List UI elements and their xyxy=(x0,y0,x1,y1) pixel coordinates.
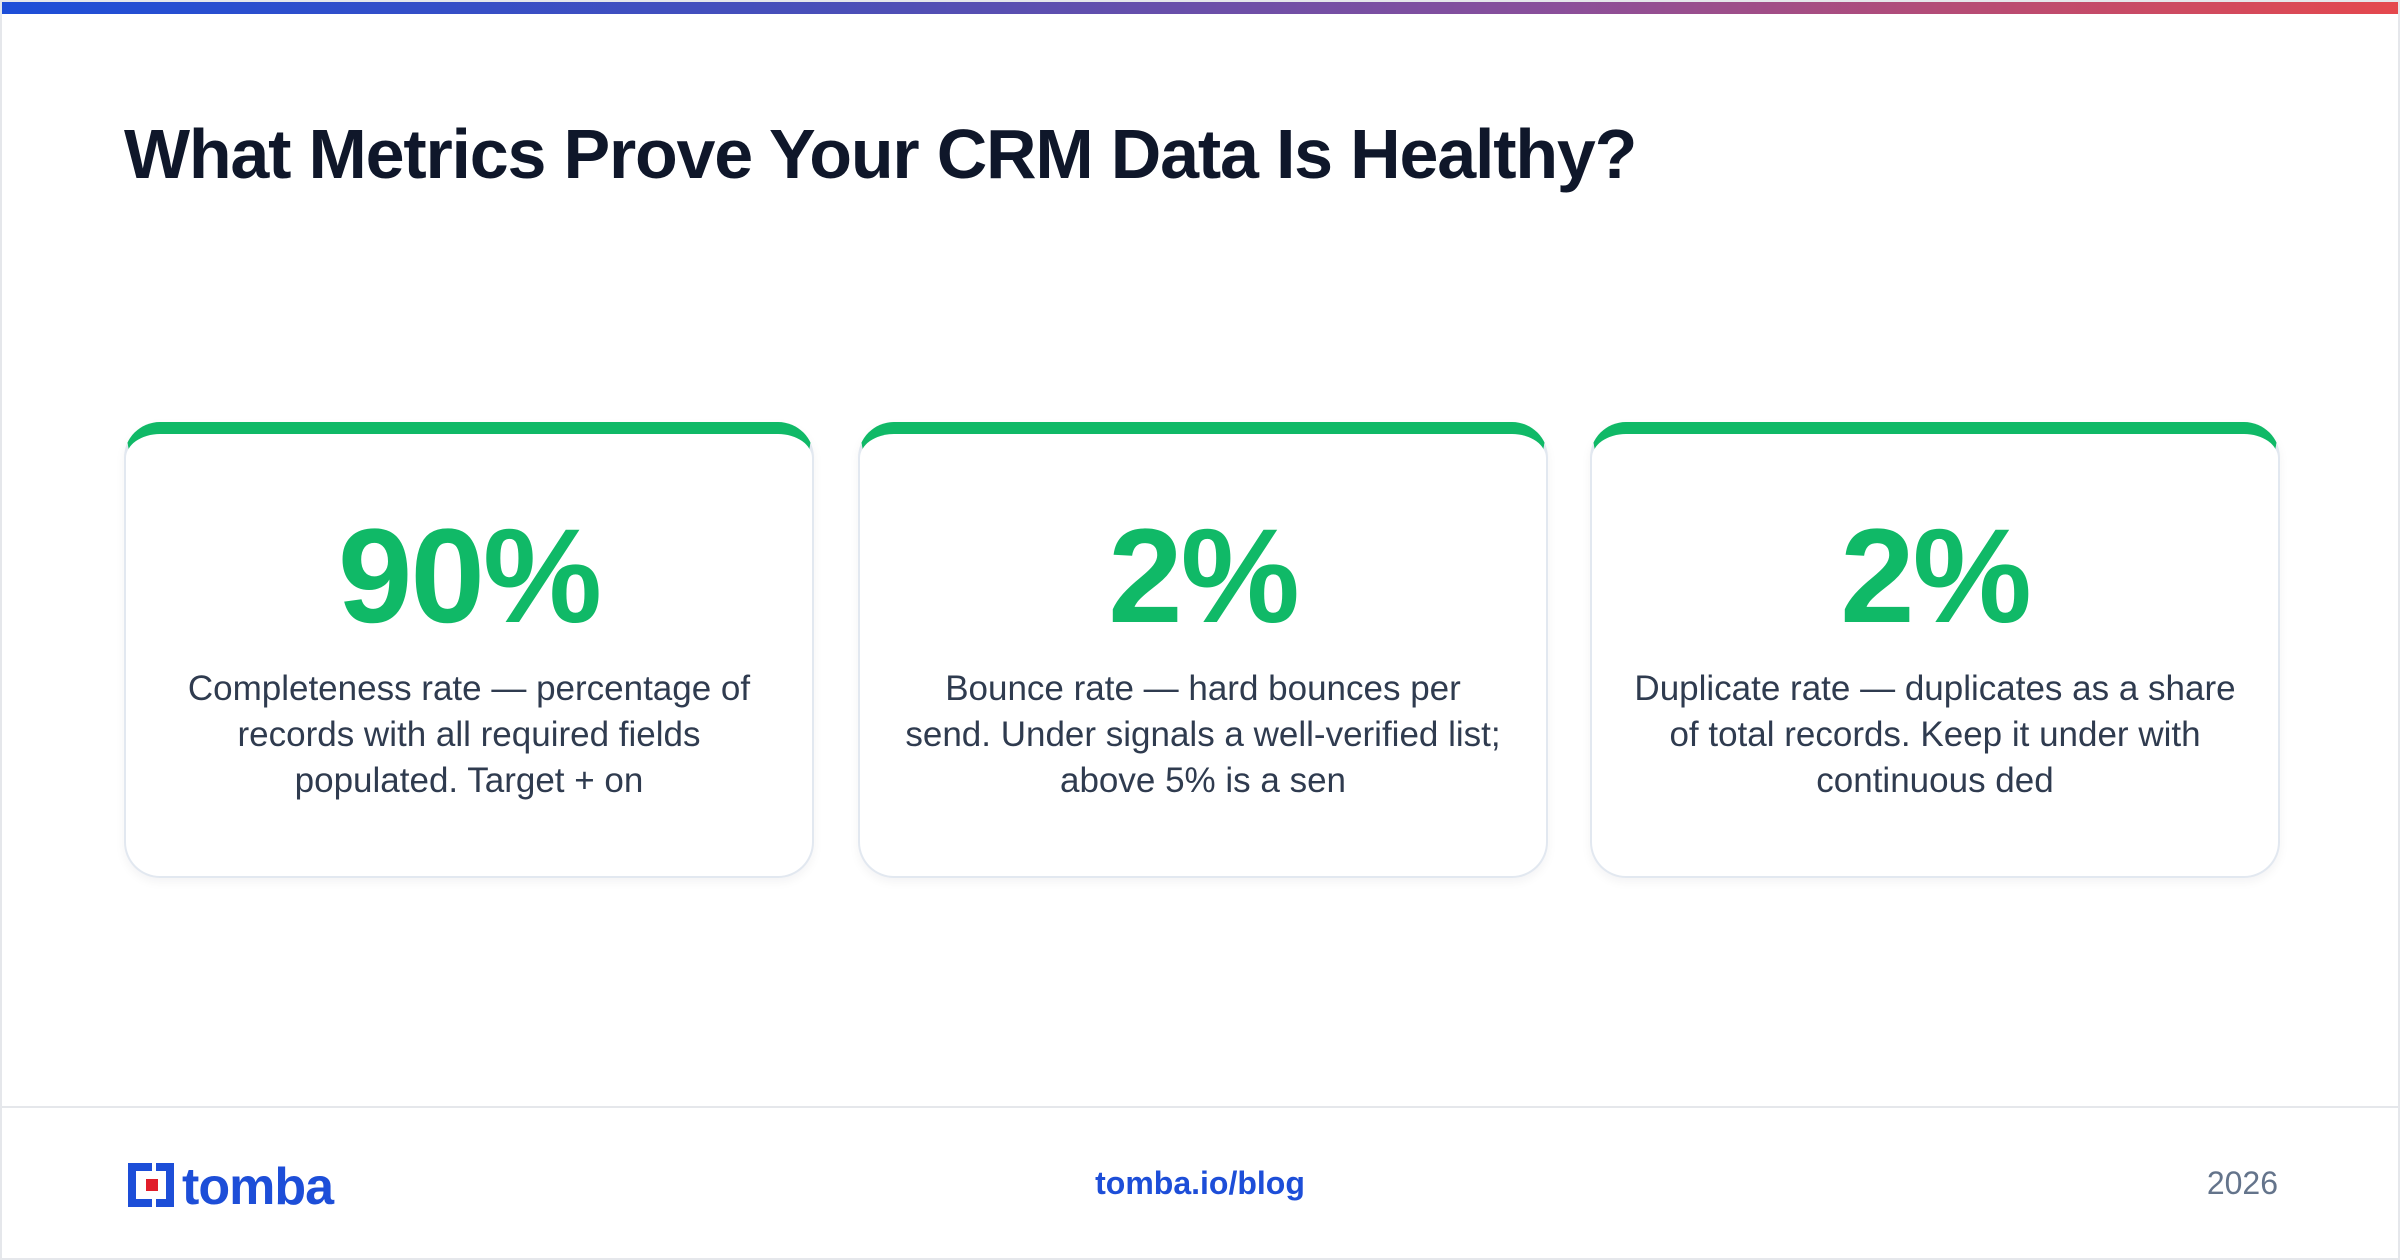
blog-link[interactable]: tomba.io/blog xyxy=(1095,1165,1305,1201)
top-gradient-bar xyxy=(2,2,2398,14)
metric-description: Duplicate rate — duplicates as a share o… xyxy=(1634,669,2236,800)
metric-description: Completeness rate — percentage of record… xyxy=(187,669,751,800)
metric-value: 2% xyxy=(1840,502,2032,651)
metric-description: Bounce rate — hard bounces per send. Und… xyxy=(905,669,1501,800)
metric-card-duplicate: 2% Duplicate rate — duplicates as a shar… xyxy=(1590,422,2280,878)
metric-value: 2% xyxy=(1108,502,1300,651)
metric-card-bounce: 2% Bounce rate — hard bounces per send. … xyxy=(858,422,1548,878)
tomba-logo-mark-icon xyxy=(128,1163,174,1207)
footer-year: 2026 xyxy=(2206,1165,2278,1201)
footer-divider xyxy=(2,1106,2398,1108)
metric-value: 90% xyxy=(337,502,602,651)
tomba-logo: tomba xyxy=(128,1158,336,1213)
tomba-logo-wordmark: tomba xyxy=(182,1158,335,1213)
metric-cards: 90% Completeness rate — percentage of re… xyxy=(124,422,2280,878)
metric-card-completeness: 90% Completeness rate — percentage of re… xyxy=(124,422,814,878)
page-title: What Metrics Prove Your CRM Data Is Heal… xyxy=(124,115,1637,193)
